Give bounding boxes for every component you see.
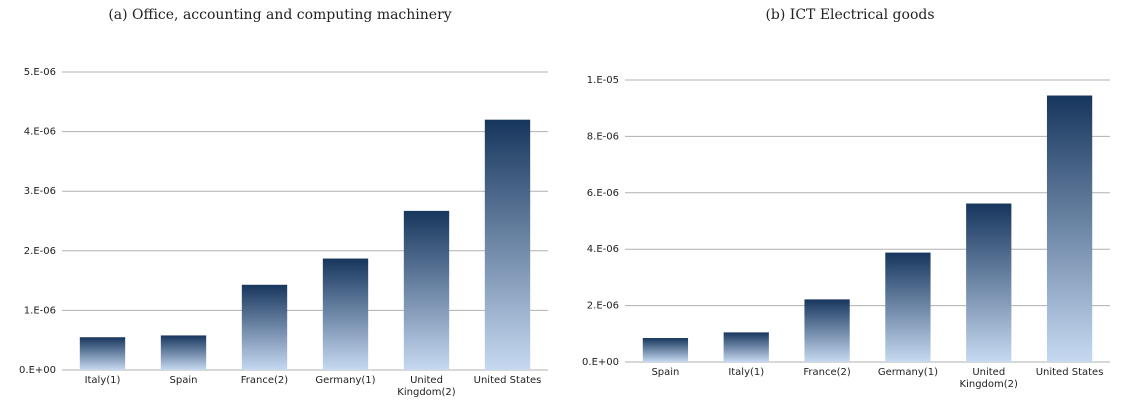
x-tick-label: Germany(1) [315,375,376,386]
x-tick-label-box: Germany(1) [877,367,938,378]
y-tick-label: 3.E-06 [24,186,56,197]
x-tick-label: Germany(1) [877,367,938,378]
x-tick-label-box: United States [1035,367,1104,378]
x-tick-label-box: Spain [169,375,198,386]
bar [241,284,288,370]
x-tick-label-box: Italy(1) [728,367,765,378]
y-tick-label: 2.E-06 [24,246,56,257]
bar [79,337,126,370]
bar [1046,95,1093,362]
x-tick-label: Italy(1) [728,367,765,378]
x-tick-label: France(2) [803,367,851,378]
x-tick-label: United Kingdom(2) [397,375,456,398]
x-tick-label-box: Germany(1) [315,375,376,386]
bar [804,299,850,362]
bar [723,332,769,362]
bar [160,335,207,370]
y-tick-label: 4.E-06 [24,127,56,138]
x-tick-label-box: United States [473,375,542,386]
bar [885,252,931,362]
y-tick-label: 6.E-06 [587,188,619,199]
x-tick-label: United Kingdom(2) [959,367,1018,390]
x-tick-label: Spain [169,375,198,386]
bar [484,119,531,371]
y-tick-label: 1.E-06 [24,305,56,316]
y-tick-label: 8.E-06 [587,131,619,142]
bar [642,338,689,362]
x-tick-label: Italy(1) [84,375,121,386]
x-tick-label: France(2) [240,375,289,386]
y-tick-label: 1.E-05 [587,75,619,86]
x-tick-label-box: France(2) [240,375,289,386]
x-tick-label: United States [1035,367,1104,378]
bar [322,258,369,370]
x-tick-label-box: France(2) [803,367,851,378]
y-tick-label: 4.E-06 [587,244,619,255]
y-tick-label: 0.E+00 [19,365,56,376]
x-tick-label: Spain [651,367,680,378]
x-tick-label-box: Spain [651,367,680,378]
x-tick-label: United States [473,375,542,386]
chart-title: (b) ICT Electrical goods [765,7,934,23]
bar [966,203,1012,362]
x-tick-label-box: United Kingdom(2) [959,367,1018,390]
x-tick-label-box: United Kingdom(2) [397,375,456,398]
chart-title: (a) Office, accounting and computing mac… [108,7,451,23]
y-tick-label: 5.E-06 [24,67,56,78]
y-tick-label: 2.E-06 [587,301,619,312]
y-tick-label: 0.E+00 [582,357,619,368]
bar [403,210,450,370]
x-tick-label-box: Italy(1) [84,375,121,386]
